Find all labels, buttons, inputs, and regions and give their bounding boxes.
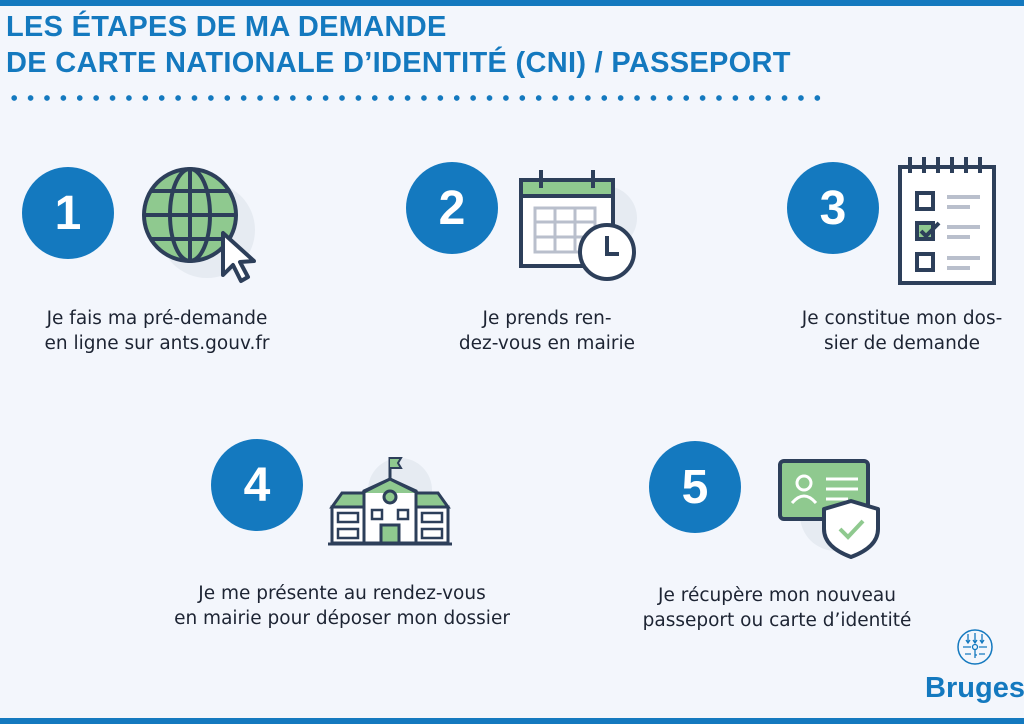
bruges-logo: Bruges — [925, 628, 1024, 705]
page-title: LES ÉTAPES DE MA DEMANDE DE CARTE NATIONA… — [6, 11, 791, 79]
bottom-bar — [0, 718, 1024, 724]
top-bar — [0, 0, 1024, 6]
calendar-clock-icon — [519, 170, 637, 281]
step-5-text: Je récupère mon nouveau passeport ou cart… — [642, 585, 912, 631]
dotted-divider — [6, 94, 826, 102]
step-2-text: Je prends ren-dez-vous en mairie — [458, 308, 636, 354]
globe-cursor-icon — [142, 167, 256, 283]
id-card-shield-icon — [778, 459, 880, 559]
coat-of-arms-icon — [957, 629, 993, 665]
step-3-number: 3 — [787, 162, 879, 254]
step-1-number: 1 — [22, 167, 114, 259]
checklist-icon — [898, 157, 996, 285]
step-3-text: Je constitue mon dos-sier de demande — [801, 308, 1003, 354]
step-1-text: Je fais ma pré-demande en ligne sur ants.… — [44, 308, 270, 354]
logo-text: Bruges — [925, 672, 1024, 704]
step-4-text: Je me présente au rendez-vous en mairie p… — [174, 583, 510, 629]
step-4-number: 4 — [211, 439, 303, 531]
town-hall-icon — [328, 457, 452, 546]
step-5-number: 5 — [649, 441, 741, 533]
step-2-number: 2 — [406, 162, 498, 254]
